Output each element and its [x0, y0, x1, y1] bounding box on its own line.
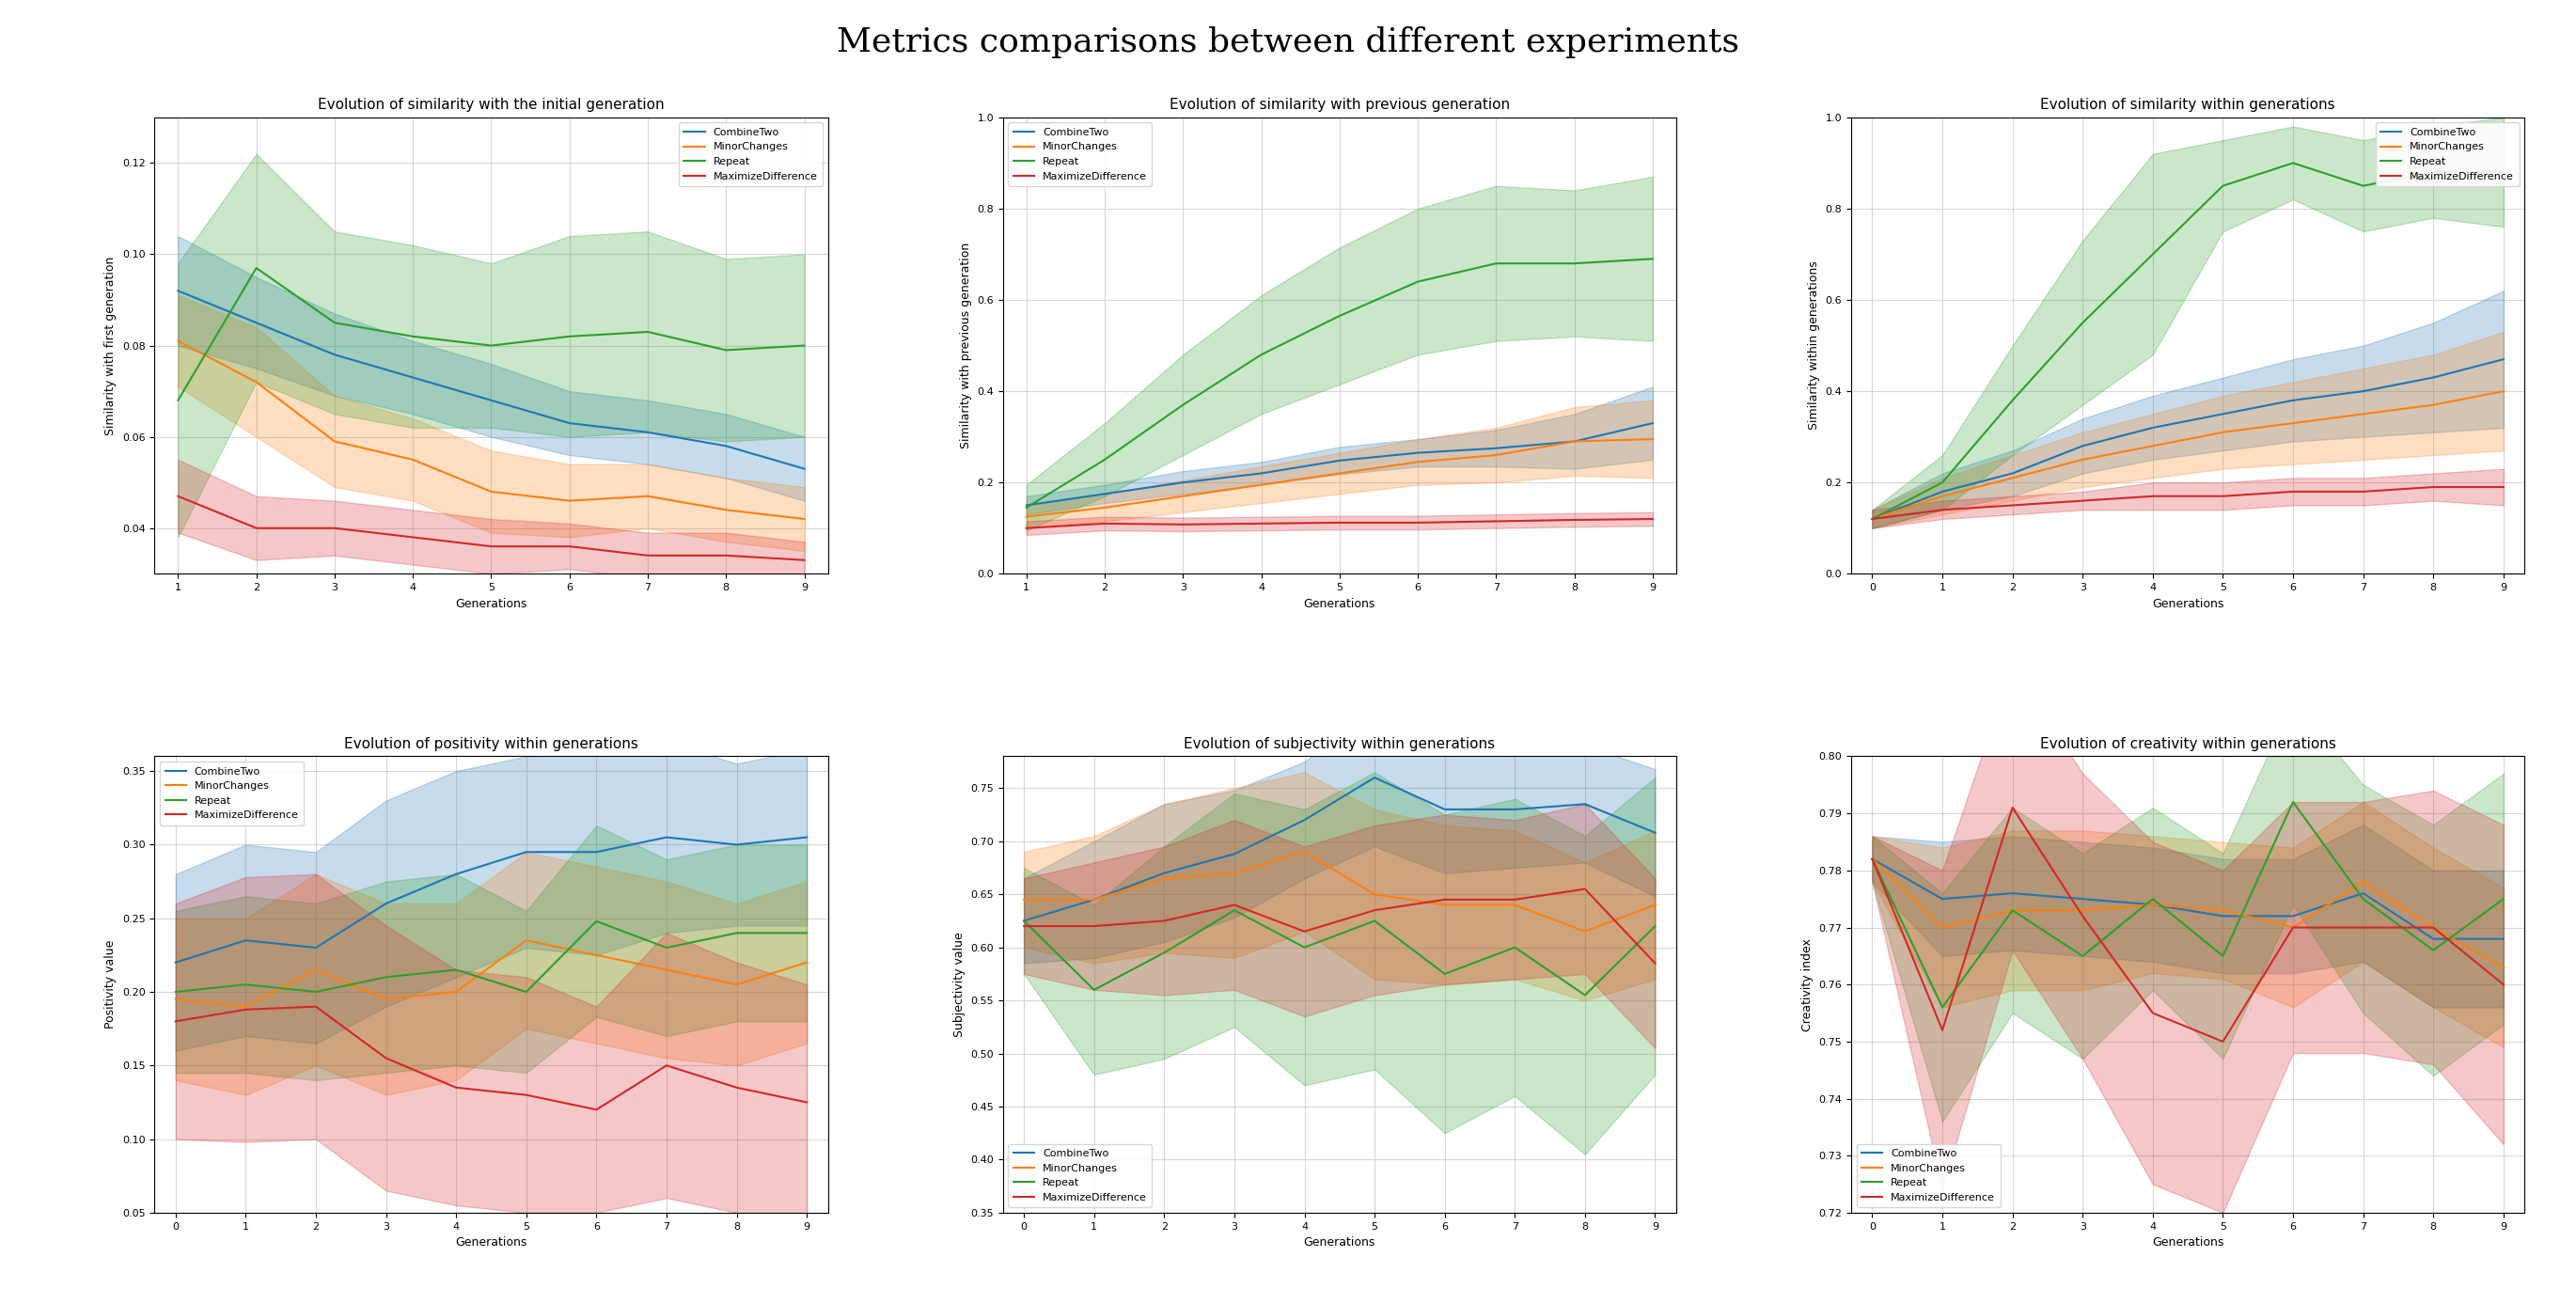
X-axis label: Generations: Generations [2151, 597, 2223, 610]
Y-axis label: Similarity with first generation: Similarity with first generation [106, 256, 116, 436]
Y-axis label: Similarity within generations: Similarity within generations [1808, 261, 1821, 430]
Y-axis label: Creativity index: Creativity index [1801, 938, 1814, 1031]
Title: Evolution of subjectivity within generations: Evolution of subjectivity within generat… [1185, 737, 1494, 751]
Legend: CombineTwo, MinorChanges, Repeat, MaximizeDifference: CombineTwo, MinorChanges, Repeat, Maximi… [1007, 1144, 1151, 1208]
X-axis label: Generations: Generations [1303, 1236, 1376, 1249]
X-axis label: Generations: Generations [456, 597, 528, 610]
Title: Evolution of similarity with previous generation: Evolution of similarity with previous ge… [1170, 98, 1510, 112]
Legend: CombineTwo, MinorChanges, Repeat, MaximizeDifference: CombineTwo, MinorChanges, Repeat, Maximi… [1857, 1144, 2002, 1208]
Y-axis label: Subjectivity value: Subjectivity value [953, 932, 966, 1037]
Title: Evolution of similarity within generations: Evolution of similarity within generatio… [2040, 98, 2336, 112]
Title: Evolution of positivity within generations: Evolution of positivity within generatio… [345, 737, 639, 751]
Legend: CombineTwo, MinorChanges, Repeat, MaximizeDifference: CombineTwo, MinorChanges, Repeat, Maximi… [160, 762, 304, 825]
X-axis label: Generations: Generations [1303, 597, 1376, 610]
Text: Metrics comparisons between different experiments: Metrics comparisons between different ex… [837, 26, 1739, 59]
Legend: CombineTwo, MinorChanges, Repeat, MaximizeDifference: CombineTwo, MinorChanges, Repeat, Maximi… [1007, 123, 1151, 186]
Y-axis label: Similarity with previous generation: Similarity with previous generation [961, 243, 971, 449]
Title: Evolution of similarity with the initial generation: Evolution of similarity with the initial… [317, 98, 665, 112]
Y-axis label: Positivity value: Positivity value [106, 940, 116, 1029]
X-axis label: Generations: Generations [2151, 1236, 2223, 1249]
X-axis label: Generations: Generations [456, 1236, 528, 1249]
Legend: CombineTwo, MinorChanges, Repeat, MaximizeDifference: CombineTwo, MinorChanges, Repeat, Maximi… [2375, 123, 2519, 186]
Legend: CombineTwo, MinorChanges, Repeat, MaximizeDifference: CombineTwo, MinorChanges, Repeat, Maximi… [677, 123, 822, 186]
Title: Evolution of creativity within generations: Evolution of creativity within generatio… [2040, 737, 2336, 751]
